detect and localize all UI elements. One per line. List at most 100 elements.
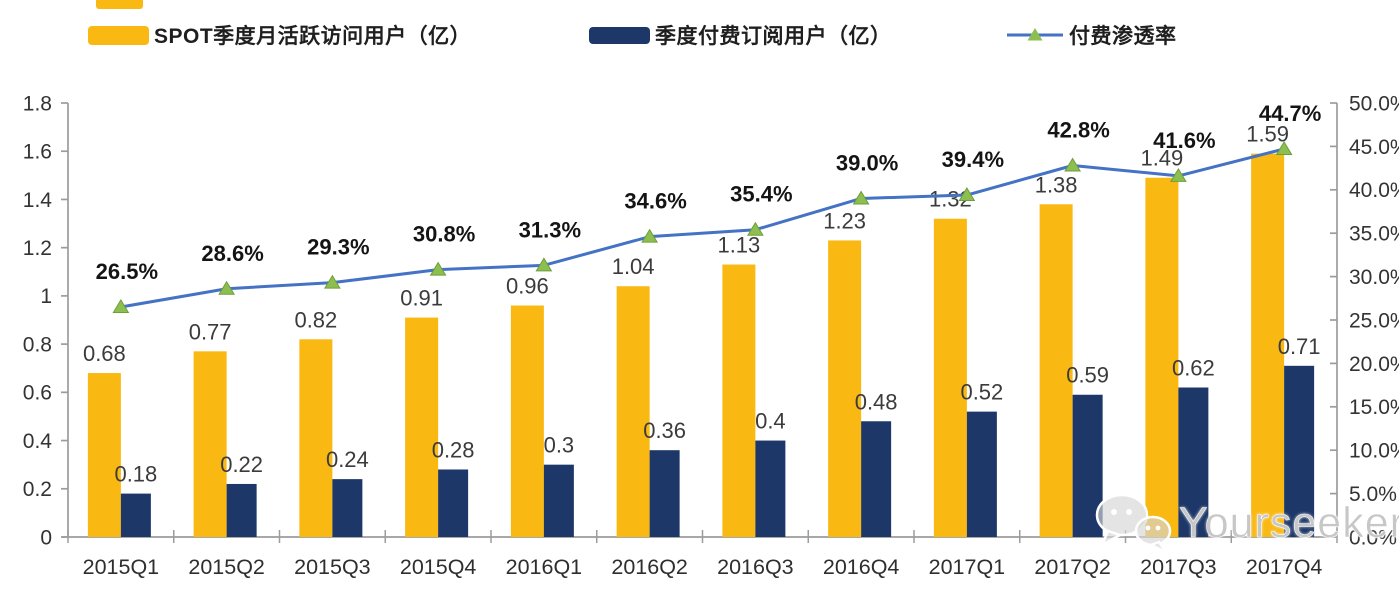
penetration-value-label: 41.6% <box>1153 128 1215 153</box>
mau-value-label: 0.82 <box>294 307 337 332</box>
right-axis-tick-label: 20.0% <box>1349 353 1399 376</box>
paid-value-label: 0.4 <box>755 409 786 434</box>
penetration-marker <box>1275 141 1293 156</box>
bar-mau-2015Q2 <box>193 351 227 537</box>
legend-item-mau: SPOT季度月活跃访问用户（亿） <box>88 20 471 50</box>
penetration-marker <box>218 280 236 295</box>
left-axis-tick-label: 0.8 <box>23 333 52 356</box>
cropped-bar-artifact <box>96 0 143 9</box>
right-axis-tick-label: 0.0% <box>1349 526 1397 549</box>
x-axis-category-label: 2016Q1 <box>506 555 583 579</box>
bar-paid-2017Q4 <box>1284 365 1315 537</box>
bar-mau-2016Q2 <box>616 286 650 537</box>
penetration-value-label: 39.0% <box>836 150 898 175</box>
mau-value-label: 1.38 <box>1035 172 1078 197</box>
paid-value-label: 0.36 <box>643 418 686 443</box>
bar-paid-2015Q1 <box>120 493 151 537</box>
bar-paid-2016Q4 <box>861 421 892 537</box>
mau-value-label: 1.13 <box>717 233 760 258</box>
penetration-marker <box>323 274 341 289</box>
x-axis-category-label: 2017Q4 <box>1246 555 1323 579</box>
right-axis-tick-label: 50.0% <box>1349 92 1399 115</box>
mau-swatch-icon <box>88 25 149 45</box>
penetration-value-label: 28.6% <box>201 241 263 266</box>
mau-value-label: 1.49 <box>1140 146 1183 171</box>
legend-item-penetration: 付费渗透率 <box>1006 20 1177 50</box>
legend: SPOT季度月活跃访问用户（亿） 季度付费订阅用户（亿） 付费渗透率 <box>0 0 1399 56</box>
bar-mau-2017Q4 <box>1251 153 1285 537</box>
paid-value-label: 0.3 <box>544 433 575 458</box>
bar-mau-2016Q3 <box>722 264 756 537</box>
left-axis-tick-label: 0.6 <box>23 382 52 405</box>
penetration-marker <box>429 261 447 276</box>
right-axis-tick-label: 35.0% <box>1349 223 1399 246</box>
x-axis-category-label: 2017Q3 <box>1140 555 1217 579</box>
bar-mau-2015Q1 <box>87 373 121 537</box>
bar-mau-2017Q2 <box>1039 204 1073 537</box>
left-axis-tick-label: 1.2 <box>23 237 52 260</box>
legend-label-mau: SPOT季度月活跃访问用户（亿） <box>154 25 472 48</box>
bar-mau-2016Q4 <box>828 240 862 537</box>
legend-label-paid: 季度付费订阅用户（亿） <box>655 25 892 48</box>
bar-paid-2017Q1 <box>966 411 997 537</box>
penetration-value-label: 31.3% <box>519 217 581 242</box>
mau-value-label: 1.59 <box>1246 122 1289 147</box>
mau-value-label: 1.23 <box>823 208 866 233</box>
paid-value-label: 0.24 <box>326 447 369 472</box>
right-axis-tick-label: 30.0% <box>1349 266 1399 289</box>
bar-mau-2015Q4 <box>405 317 439 537</box>
x-axis-category-label: 2015Q3 <box>294 555 371 579</box>
x-axis-category-label: 2016Q4 <box>823 555 900 579</box>
left-axis-tick-label: 1.8 <box>23 92 52 115</box>
right-axis-tick-label: 45.0% <box>1349 136 1399 159</box>
left-axis-tick-label: 1.4 <box>23 189 53 212</box>
line-marker-sample-icon <box>1007 28 1063 41</box>
legend-label-penetration: 付费渗透率 <box>1069 25 1177 48</box>
right-axis-tick-label: 10.0% <box>1349 440 1399 463</box>
mau-value-label: 0.77 <box>189 319 232 344</box>
mau-value-label: 0.96 <box>506 274 549 299</box>
penetration-marker <box>958 187 976 202</box>
left-axis-tick-label: 1 <box>40 285 52 308</box>
penetration-line <box>120 147 1285 309</box>
x-axis-category-label: 2016Q3 <box>717 555 794 579</box>
left-axis-tick-label: 0.2 <box>23 478 52 501</box>
mau-value-label: 0.68 <box>83 341 126 366</box>
x-axis-category-label: 2017Q2 <box>1034 555 1111 579</box>
penetration-value-label: 44.7% <box>1259 101 1321 126</box>
x-axis-category-label: 2015Q4 <box>400 555 477 579</box>
penetration-value-label: 42.8% <box>1047 117 1109 142</box>
paid-value-label: 0.18 <box>114 462 157 487</box>
x-axis-category-label: 2017Q1 <box>929 555 1006 579</box>
paid-value-label: 0.48 <box>855 389 898 414</box>
x-axis-category-label: 2015Q1 <box>83 555 160 579</box>
paid-swatch-icon <box>589 26 650 44</box>
mau-value-label: 1.04 <box>612 254 655 279</box>
penetration-value-label: 39.4% <box>942 147 1004 172</box>
paid-value-label: 0.59 <box>1066 363 1109 388</box>
penetration-marker <box>641 228 659 243</box>
penetration-marker <box>852 190 870 205</box>
x-axis-category-label: 2016Q2 <box>611 555 688 579</box>
penetration-marker <box>535 257 553 272</box>
bar-paid-2016Q3 <box>755 440 786 537</box>
penetration-value-label: 30.8% <box>413 222 475 247</box>
penetration-value-label: 26.5% <box>96 259 158 284</box>
bar-paid-2017Q3 <box>1178 387 1209 537</box>
bar-paid-2017Q2 <box>1072 394 1103 537</box>
mau-value-label: 0.91 <box>400 286 443 311</box>
bar-paid-2015Q4 <box>438 469 469 537</box>
left-axis-tick-label: 0 <box>40 526 52 549</box>
paid-value-label: 0.71 <box>1278 334 1321 359</box>
paid-value-label: 0.28 <box>432 437 475 462</box>
x-axis-category-label: 2015Q2 <box>188 555 265 579</box>
paid-value-label: 0.52 <box>960 380 1003 405</box>
penetration-value-label: 34.6% <box>624 189 686 214</box>
bar-mau-2016Q1 <box>510 305 544 537</box>
bar-mau-2015Q3 <box>299 339 333 537</box>
right-axis-tick-label: 40.0% <box>1349 179 1399 202</box>
legend-item-paid: 季度付费订阅用户（亿） <box>589 20 892 50</box>
bar-mau-2017Q3 <box>1145 177 1179 537</box>
